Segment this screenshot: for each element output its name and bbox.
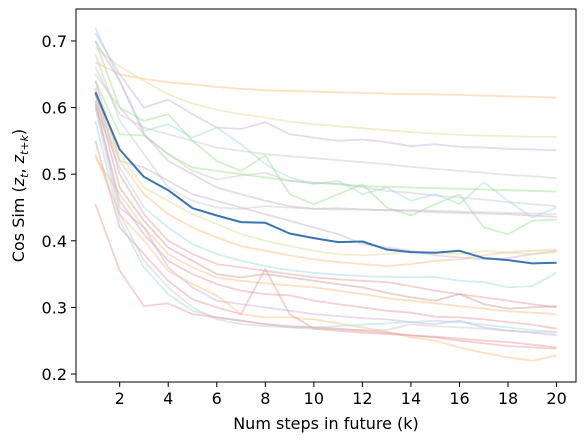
background-series-line-6	[94, 67, 557, 180]
y-tick-label: 0.2	[42, 365, 67, 384]
y-axis-label-sep: ,	[9, 163, 28, 173]
background-series-group	[94, 27, 558, 362]
y-tick-label: 0.4	[42, 232, 67, 251]
background-series-line-2	[94, 46, 557, 138]
background-series-line-22	[94, 120, 557, 333]
x-tick-label: 6	[212, 389, 222, 408]
y-axis-label-close: )	[9, 129, 28, 135]
background-series-line-1	[95, 61, 557, 99]
background-series-line-14	[94, 107, 558, 289]
x-tick-label: 18	[498, 389, 518, 408]
axes-frame	[75, 8, 577, 383]
background-series-line-23	[94, 107, 557, 334]
background-series-line-12	[94, 93, 557, 257]
y-axis-ticks: 0.2 0.3 0.4 0.5 0.6 0.7	[42, 32, 76, 384]
background-series-line-11	[94, 80, 557, 261]
mean-series-line	[94, 91, 557, 265]
plot-area	[94, 27, 558, 362]
x-axis-label: Num steps in future (k)	[233, 414, 419, 433]
y-tick-label: 0.5	[42, 165, 67, 184]
x-tick-label: 8	[260, 389, 270, 408]
y-tick-label: 0.7	[42, 32, 67, 51]
background-series-line-10	[94, 53, 557, 216]
background-series-line-8	[94, 73, 557, 208]
x-tick-label: 4	[163, 389, 173, 408]
x-axis-ticks: 2 4 6 8 10 12 14 16 18 20	[115, 382, 567, 408]
y-tick-label: 0.3	[42, 298, 67, 317]
x-tick-label: 12	[352, 389, 372, 408]
background-series-line-18	[94, 103, 557, 330]
background-series-line-19	[94, 100, 557, 337]
x-tick-label: 14	[401, 389, 421, 408]
background-series-line-20	[94, 153, 557, 362]
y-axis-label-text: Cos Sim (	[9, 186, 28, 262]
background-series-line-7	[94, 80, 557, 193]
background-series-line-16	[94, 94, 557, 310]
background-series-line-15	[94, 87, 557, 309]
background-series-line-3	[94, 32, 557, 152]
y-axis-label-z2: z	[9, 154, 28, 164]
background-series-line-21	[94, 140, 557, 349]
background-series-line-17	[94, 157, 557, 315]
x-tick-label: 10	[304, 389, 324, 408]
y-tick-label: 0.6	[42, 99, 67, 118]
background-series-line-9	[94, 40, 557, 218]
y-axis-label-sub1: t	[18, 173, 31, 178]
background-series-line-24	[94, 203, 557, 350]
y-axis-label: Cos Sim (zt, zt+k)	[9, 129, 31, 262]
background-series-line-5	[94, 40, 557, 236]
x-tick-label: 2	[115, 389, 125, 408]
y-axis-label-sub2: t+k	[18, 134, 31, 155]
background-series-line-4	[94, 27, 557, 219]
x-tick-label: 16	[449, 389, 469, 408]
y-axis-label-z1: z	[9, 177, 28, 187]
mean-series-group	[94, 91, 557, 265]
x-tick-label: 20	[546, 389, 566, 408]
